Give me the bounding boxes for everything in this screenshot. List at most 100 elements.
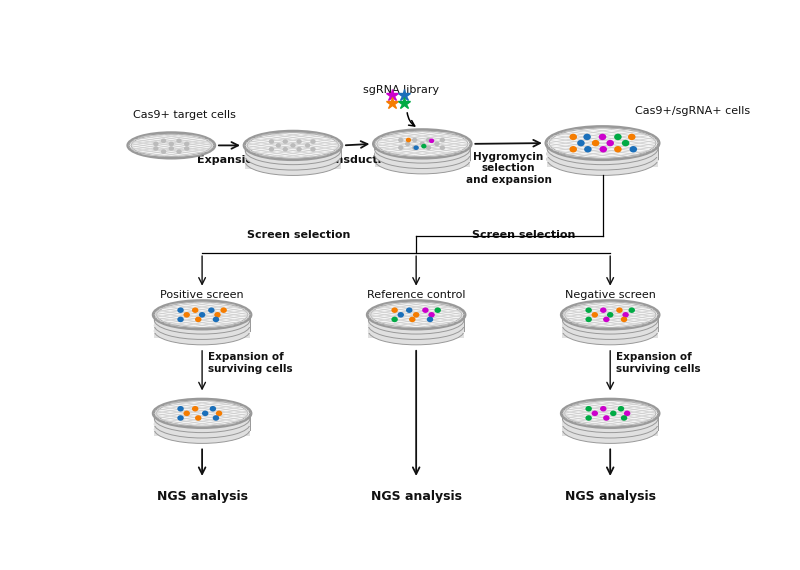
- Ellipse shape: [391, 317, 398, 322]
- Ellipse shape: [214, 312, 221, 317]
- Ellipse shape: [169, 146, 174, 151]
- Polygon shape: [562, 324, 658, 338]
- Ellipse shape: [282, 139, 288, 144]
- Ellipse shape: [586, 406, 592, 412]
- Ellipse shape: [184, 146, 190, 151]
- Ellipse shape: [562, 410, 658, 438]
- Ellipse shape: [562, 317, 658, 345]
- Text: NGS analysis: NGS analysis: [565, 490, 656, 503]
- Polygon shape: [547, 146, 658, 162]
- Polygon shape: [246, 149, 341, 163]
- Ellipse shape: [592, 140, 599, 146]
- Ellipse shape: [195, 317, 202, 322]
- Ellipse shape: [562, 306, 658, 334]
- Ellipse shape: [369, 317, 464, 345]
- Ellipse shape: [178, 406, 184, 412]
- Ellipse shape: [547, 132, 658, 165]
- Ellipse shape: [178, 307, 184, 313]
- Ellipse shape: [154, 317, 250, 345]
- Ellipse shape: [629, 307, 635, 313]
- Ellipse shape: [178, 415, 184, 421]
- Text: Expansion of
surviving cells: Expansion of surviving cells: [208, 352, 293, 374]
- Ellipse shape: [246, 137, 341, 165]
- Text: Expansion of
surviving cells: Expansion of surviving cells: [616, 352, 701, 374]
- Ellipse shape: [246, 132, 341, 159]
- Polygon shape: [246, 144, 341, 158]
- Ellipse shape: [297, 147, 302, 152]
- Ellipse shape: [610, 410, 617, 416]
- Polygon shape: [246, 154, 341, 169]
- Ellipse shape: [202, 410, 209, 416]
- Ellipse shape: [547, 143, 658, 176]
- Ellipse shape: [297, 139, 302, 144]
- Ellipse shape: [440, 145, 445, 150]
- Ellipse shape: [426, 145, 431, 150]
- Ellipse shape: [414, 145, 419, 150]
- Polygon shape: [154, 324, 250, 338]
- Ellipse shape: [426, 138, 431, 142]
- Ellipse shape: [583, 134, 591, 140]
- Ellipse shape: [406, 307, 413, 313]
- Polygon shape: [154, 319, 250, 332]
- Ellipse shape: [169, 141, 174, 146]
- Ellipse shape: [409, 317, 415, 322]
- Polygon shape: [369, 324, 464, 338]
- Ellipse shape: [246, 142, 341, 170]
- Ellipse shape: [420, 141, 425, 146]
- Ellipse shape: [624, 410, 630, 416]
- Ellipse shape: [129, 133, 214, 158]
- Ellipse shape: [178, 317, 184, 322]
- Ellipse shape: [606, 140, 614, 146]
- Ellipse shape: [154, 405, 250, 433]
- Polygon shape: [154, 314, 250, 327]
- Ellipse shape: [161, 139, 166, 143]
- Ellipse shape: [562, 416, 658, 443]
- Text: Transduction: Transduction: [318, 156, 398, 165]
- Ellipse shape: [599, 146, 607, 153]
- Ellipse shape: [426, 317, 434, 322]
- Text: Positive screen: Positive screen: [160, 290, 244, 300]
- Polygon shape: [562, 319, 658, 332]
- Polygon shape: [374, 148, 470, 161]
- Ellipse shape: [391, 307, 398, 313]
- Ellipse shape: [405, 141, 410, 146]
- Text: Screen selection: Screen selection: [472, 230, 576, 240]
- Polygon shape: [562, 422, 658, 437]
- Ellipse shape: [192, 406, 198, 412]
- Ellipse shape: [208, 307, 214, 313]
- Ellipse shape: [398, 312, 404, 317]
- Polygon shape: [369, 319, 464, 332]
- Ellipse shape: [154, 410, 250, 438]
- Ellipse shape: [369, 312, 464, 340]
- Ellipse shape: [183, 410, 190, 416]
- Ellipse shape: [434, 141, 440, 146]
- Ellipse shape: [600, 307, 606, 313]
- Ellipse shape: [282, 147, 288, 152]
- Ellipse shape: [577, 140, 585, 146]
- Text: Negative screen: Negative screen: [565, 290, 656, 300]
- Ellipse shape: [154, 146, 158, 151]
- Ellipse shape: [600, 406, 606, 412]
- Ellipse shape: [154, 306, 250, 334]
- Ellipse shape: [603, 415, 610, 421]
- Ellipse shape: [184, 141, 190, 146]
- Ellipse shape: [374, 141, 470, 169]
- Text: Cas9+ target cells: Cas9+ target cells: [133, 110, 236, 120]
- Ellipse shape: [562, 301, 658, 329]
- Ellipse shape: [422, 307, 429, 313]
- Ellipse shape: [570, 134, 577, 140]
- Polygon shape: [562, 417, 658, 431]
- Ellipse shape: [586, 415, 592, 421]
- Text: NGS analysis: NGS analysis: [157, 490, 248, 503]
- Polygon shape: [547, 140, 658, 157]
- Polygon shape: [369, 314, 464, 327]
- Text: Cas9+/sgRNA+ cells: Cas9+/sgRNA+ cells: [635, 106, 750, 116]
- Ellipse shape: [154, 400, 250, 428]
- Ellipse shape: [269, 139, 274, 144]
- Ellipse shape: [622, 140, 630, 146]
- Polygon shape: [562, 412, 658, 426]
- Polygon shape: [374, 153, 470, 167]
- Ellipse shape: [154, 141, 158, 146]
- Ellipse shape: [440, 138, 445, 142]
- Ellipse shape: [369, 301, 464, 329]
